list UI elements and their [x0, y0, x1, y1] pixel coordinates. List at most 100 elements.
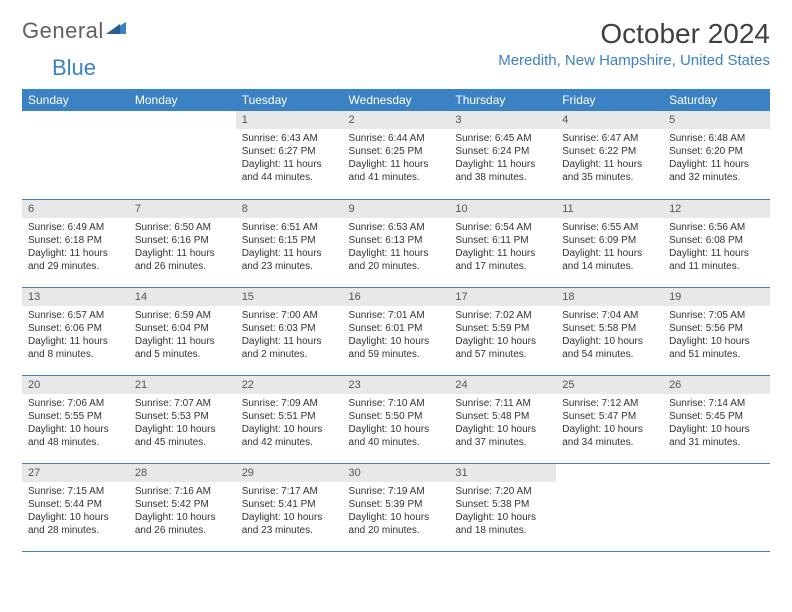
sunrise-line: Sunrise: 7:00 AM: [242, 309, 337, 322]
day-text: Sunrise: 6:57 AMSunset: 6:06 PMDaylight:…: [22, 306, 129, 365]
day-text: Sunrise: 7:14 AMSunset: 5:45 PMDaylight:…: [663, 394, 770, 453]
daylight-line: Daylight: 10 hours and 54 minutes.: [562, 335, 657, 361]
calendar-cell: 18Sunrise: 7:04 AMSunset: 5:58 PMDayligh…: [556, 287, 663, 375]
day-number: 24: [449, 376, 556, 394]
page-title: October 2024: [498, 18, 770, 50]
calendar-cell: 26Sunrise: 7:14 AMSunset: 5:45 PMDayligh…: [663, 375, 770, 463]
day-number: 18: [556, 288, 663, 306]
daylight-line: Daylight: 11 hours and 20 minutes.: [349, 247, 444, 273]
day-number: 25: [556, 376, 663, 394]
day-text: Sunrise: 6:50 AMSunset: 6:16 PMDaylight:…: [129, 218, 236, 277]
day-text: Sunrise: 6:55 AMSunset: 6:09 PMDaylight:…: [556, 218, 663, 277]
calendar-cell: 25Sunrise: 7:12 AMSunset: 5:47 PMDayligh…: [556, 375, 663, 463]
sunrise-line: Sunrise: 7:15 AM: [28, 485, 123, 498]
day-number: 23: [343, 376, 450, 394]
calendar-table: SundayMondayTuesdayWednesdayThursdayFrid…: [22, 89, 770, 552]
sunrise-line: Sunrise: 6:54 AM: [455, 221, 550, 234]
calendar-cell: [22, 111, 129, 199]
day-number: 31: [449, 464, 556, 482]
weekday-header: Sunday: [22, 89, 129, 111]
sunset-line: Sunset: 5:53 PM: [135, 410, 230, 423]
logo-text-2: Blue: [52, 55, 96, 80]
day-number: 11: [556, 200, 663, 218]
sunset-line: Sunset: 5:45 PM: [669, 410, 764, 423]
sunrise-line: Sunrise: 6:56 AM: [669, 221, 764, 234]
day-number: 6: [22, 200, 129, 218]
daylight-line: Daylight: 11 hours and 26 minutes.: [135, 247, 230, 273]
daylight-line: Daylight: 10 hours and 51 minutes.: [669, 335, 764, 361]
calendar-cell: 12Sunrise: 6:56 AMSunset: 6:08 PMDayligh…: [663, 199, 770, 287]
calendar-cell: 29Sunrise: 7:17 AMSunset: 5:41 PMDayligh…: [236, 463, 343, 551]
day-number: 3: [449, 111, 556, 129]
day-number: 5: [663, 111, 770, 129]
sunset-line: Sunset: 6:24 PM: [455, 145, 550, 158]
daylight-line: Daylight: 10 hours and 48 minutes.: [28, 423, 123, 449]
sunrise-line: Sunrise: 7:05 AM: [669, 309, 764, 322]
day-number: 17: [449, 288, 556, 306]
sunrise-line: Sunrise: 7:14 AM: [669, 397, 764, 410]
calendar-row: 1Sunrise: 6:43 AMSunset: 6:27 PMDaylight…: [22, 111, 770, 199]
day-number: 12: [663, 200, 770, 218]
calendar-cell: 1Sunrise: 6:43 AMSunset: 6:27 PMDaylight…: [236, 111, 343, 199]
sunset-line: Sunset: 5:42 PM: [135, 498, 230, 511]
sunrise-line: Sunrise: 7:20 AM: [455, 485, 550, 498]
weekday-header: Wednesday: [343, 89, 450, 111]
day-number: 10: [449, 200, 556, 218]
day-text: Sunrise: 7:12 AMSunset: 5:47 PMDaylight:…: [556, 394, 663, 453]
day-number: 15: [236, 288, 343, 306]
day-number: 9: [343, 200, 450, 218]
calendar-cell: 23Sunrise: 7:10 AMSunset: 5:50 PMDayligh…: [343, 375, 450, 463]
sunset-line: Sunset: 5:47 PM: [562, 410, 657, 423]
sunrise-line: Sunrise: 7:12 AM: [562, 397, 657, 410]
sunset-line: Sunset: 5:55 PM: [28, 410, 123, 423]
sunrise-line: Sunrise: 7:11 AM: [455, 397, 550, 410]
daylight-line: Daylight: 11 hours and 23 minutes.: [242, 247, 337, 273]
day-text: Sunrise: 6:56 AMSunset: 6:08 PMDaylight:…: [663, 218, 770, 277]
day-number: 16: [343, 288, 450, 306]
sunrise-line: Sunrise: 6:50 AM: [135, 221, 230, 234]
sunset-line: Sunset: 5:38 PM: [455, 498, 550, 511]
daylight-line: Daylight: 11 hours and 35 minutes.: [562, 158, 657, 184]
sunrise-line: Sunrise: 6:47 AM: [562, 132, 657, 145]
daylight-line: Daylight: 10 hours and 23 minutes.: [242, 511, 337, 537]
day-number: 7: [129, 200, 236, 218]
daylight-line: Daylight: 10 hours and 40 minutes.: [349, 423, 444, 449]
sunrise-line: Sunrise: 6:43 AM: [242, 132, 337, 145]
day-text: Sunrise: 7:11 AMSunset: 5:48 PMDaylight:…: [449, 394, 556, 453]
sunset-line: Sunset: 5:41 PM: [242, 498, 337, 511]
daylight-line: Daylight: 10 hours and 26 minutes.: [135, 511, 230, 537]
sunset-line: Sunset: 5:44 PM: [28, 498, 123, 511]
sunset-line: Sunset: 5:39 PM: [349, 498, 444, 511]
calendar-row: 20Sunrise: 7:06 AMSunset: 5:55 PMDayligh…: [22, 375, 770, 463]
day-text: Sunrise: 7:01 AMSunset: 6:01 PMDaylight:…: [343, 306, 450, 365]
day-number: 22: [236, 376, 343, 394]
sunrise-line: Sunrise: 7:09 AM: [242, 397, 337, 410]
sunrise-line: Sunrise: 6:51 AM: [242, 221, 337, 234]
daylight-line: Daylight: 10 hours and 57 minutes.: [455, 335, 550, 361]
calendar-cell: 30Sunrise: 7:19 AMSunset: 5:39 PMDayligh…: [343, 463, 450, 551]
daylight-line: Daylight: 10 hours and 20 minutes.: [349, 511, 444, 537]
sunset-line: Sunset: 6:01 PM: [349, 322, 444, 335]
logo: General: [22, 18, 126, 44]
day-number: 29: [236, 464, 343, 482]
sunrise-line: Sunrise: 6:48 AM: [669, 132, 764, 145]
day-text: Sunrise: 6:47 AMSunset: 6:22 PMDaylight:…: [556, 129, 663, 188]
calendar-cell: 2Sunrise: 6:44 AMSunset: 6:25 PMDaylight…: [343, 111, 450, 199]
daylight-line: Daylight: 11 hours and 38 minutes.: [455, 158, 550, 184]
day-text: Sunrise: 7:05 AMSunset: 5:56 PMDaylight:…: [663, 306, 770, 365]
day-text: Sunrise: 6:49 AMSunset: 6:18 PMDaylight:…: [22, 218, 129, 277]
calendar-row: 13Sunrise: 6:57 AMSunset: 6:06 PMDayligh…: [22, 287, 770, 375]
sunrise-line: Sunrise: 7:02 AM: [455, 309, 550, 322]
calendar-body: 1Sunrise: 6:43 AMSunset: 6:27 PMDaylight…: [22, 111, 770, 551]
weekday-header: Thursday: [449, 89, 556, 111]
day-text: Sunrise: 7:04 AMSunset: 5:58 PMDaylight:…: [556, 306, 663, 365]
day-text: Sunrise: 7:10 AMSunset: 5:50 PMDaylight:…: [343, 394, 450, 453]
sunset-line: Sunset: 5:50 PM: [349, 410, 444, 423]
sunrise-line: Sunrise: 6:55 AM: [562, 221, 657, 234]
sunset-line: Sunset: 5:58 PM: [562, 322, 657, 335]
calendar-cell: 13Sunrise: 6:57 AMSunset: 6:06 PMDayligh…: [22, 287, 129, 375]
daylight-line: Daylight: 11 hours and 8 minutes.: [28, 335, 123, 361]
day-number: 19: [663, 288, 770, 306]
sunrise-line: Sunrise: 7:07 AM: [135, 397, 230, 410]
sunset-line: Sunset: 6:03 PM: [242, 322, 337, 335]
